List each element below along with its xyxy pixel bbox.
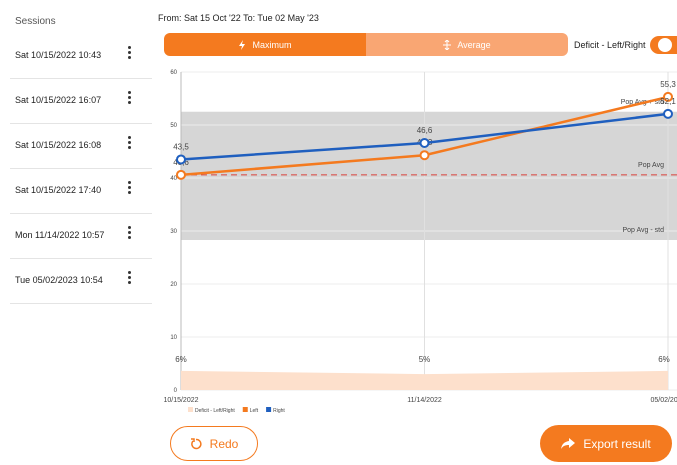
y-tick-label: 30 — [170, 229, 177, 235]
deficit-label: 6% — [658, 355, 670, 364]
session-label: Mon 11/14/2022 10:57 — [15, 230, 104, 240]
reference-label: Pop Avg - std — [622, 227, 664, 234]
more-button[interactable] — [128, 181, 131, 196]
point-label: 52,1 — [660, 97, 676, 106]
point-label: 44,3 — [417, 138, 433, 147]
reference-label: Pop Avg + std — [621, 99, 664, 106]
legend-swatch — [266, 407, 271, 412]
tab-label: Maximum — [252, 40, 291, 50]
screen: Sessions Sat 10/15/2022 10:43 Sat 10/15/2… — [0, 0, 677, 465]
session-item[interactable]: Sat 10/15/2022 16:07 — [10, 78, 152, 124]
tab-average[interactable]: Average — [366, 33, 568, 56]
point-label: 40,6 — [173, 158, 189, 167]
redo-button[interactable]: Redo — [170, 426, 258, 461]
std-band — [181, 112, 677, 240]
y-tick-label: 10 — [170, 335, 177, 341]
icon — [190, 438, 202, 450]
button-label: Redo — [210, 437, 239, 451]
point — [421, 139, 429, 147]
session-label: Sat 10/15/2022 10:43 — [15, 50, 101, 60]
session-item[interactable]: Sat 10/15/2022 16:08 — [10, 123, 152, 169]
y-tick-label: 20 — [170, 282, 177, 288]
session-label: Sat 10/15/2022 17:40 — [15, 185, 101, 195]
series-line — [181, 114, 668, 160]
reference-label: Pop Avg — [638, 162, 664, 169]
legend-swatch — [243, 407, 248, 412]
deficit-label: 5% — [419, 355, 431, 364]
toggle-label: Deficit - Left/Right — [574, 40, 646, 50]
deficit-label: 6% — [175, 355, 187, 364]
y-tick-label: 0 — [174, 388, 178, 394]
session-label: Sat 10/15/2022 16:07 — [15, 95, 101, 105]
point — [177, 155, 185, 163]
legend-swatch — [188, 407, 193, 412]
point-label: 43,5 — [173, 142, 189, 151]
icon — [443, 40, 451, 50]
x-tick-label: 11/14/2022 — [407, 397, 442, 404]
sidebar: Sessions Sat 10/15/2022 10:43 Sat 10/15/2… — [0, 0, 152, 465]
date-range: From: Sat 15 Oct '22 To: Tue 02 May '23 — [158, 13, 319, 23]
point-label: 55,3 — [660, 80, 676, 89]
tab-label: Average — [457, 40, 490, 50]
deficit-area — [181, 371, 668, 390]
more-button[interactable] — [128, 46, 131, 61]
y-tick-label: 50 — [170, 123, 177, 129]
export-button[interactable]: Export result — [540, 425, 672, 462]
x-tick-label: 05/02/2023 — [650, 397, 677, 404]
legend-label: Left — [250, 408, 259, 414]
tab-maximum[interactable]: Maximum — [164, 33, 366, 56]
point — [177, 171, 185, 179]
point-label: 46,6 — [417, 126, 433, 135]
sidebar-title: Sessions — [15, 16, 56, 27]
y-tick-label: 60 — [170, 70, 177, 76]
series-line — [181, 97, 668, 175]
session-item[interactable]: Sat 10/15/2022 10:43 — [10, 33, 152, 79]
session-item[interactable]: Mon 11/14/2022 10:57 — [10, 213, 152, 259]
toggle-switch[interactable] — [650, 36, 677, 54]
session-label: Tue 05/02/2023 10:54 — [15, 275, 103, 285]
more-button[interactable] — [128, 91, 131, 106]
session-label: Sat 10/15/2022 16:08 — [15, 140, 101, 150]
legend-label: Right — [273, 408, 285, 414]
session-item[interactable]: Tue 05/02/2023 10:54 — [10, 258, 152, 304]
y-tick-label: 40 — [170, 176, 177, 182]
icon — [561, 438, 575, 450]
more-button[interactable] — [128, 271, 131, 286]
point — [664, 110, 672, 118]
more-button[interactable] — [128, 226, 131, 241]
icon — [238, 40, 246, 50]
legend-label: Deficit - Left/Right — [195, 408, 235, 414]
point — [664, 93, 672, 101]
button-label: Export result — [583, 437, 650, 451]
point — [421, 151, 429, 159]
x-tick-label: 10/15/2022 — [163, 397, 198, 404]
more-button[interactable] — [128, 136, 131, 151]
session-item[interactable]: Sat 10/15/2022 17:40 — [10, 168, 152, 214]
